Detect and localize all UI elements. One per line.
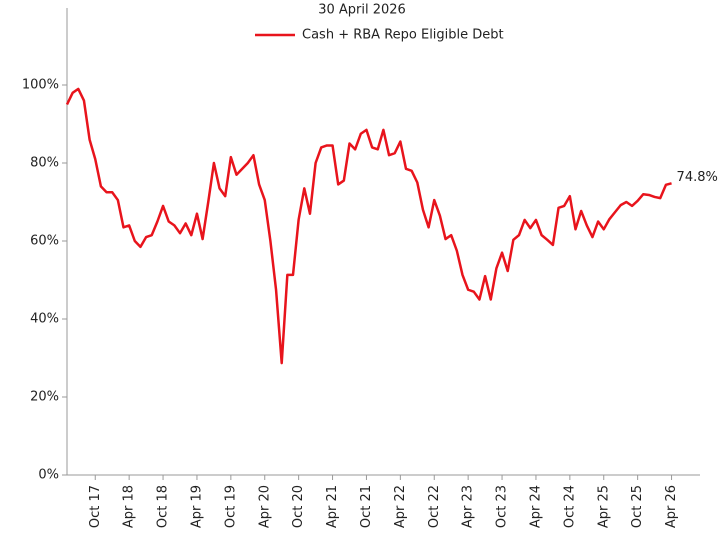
x-tick-label: Oct 19 xyxy=(223,485,238,528)
x-tick-label: Apr 21 xyxy=(325,485,340,528)
legend-label: Cash + RBA Repo Eligible Debt xyxy=(302,28,504,43)
x-tick-label: Oct 18 xyxy=(156,485,171,528)
x-tick-label: Oct 25 xyxy=(630,485,645,528)
y-tick-label: 40% xyxy=(30,312,59,327)
y-tick-label: 80% xyxy=(30,156,59,171)
x-tick-label: Oct 24 xyxy=(562,485,577,528)
y-tick-label: 20% xyxy=(30,390,59,405)
x-tick-label: Apr 22 xyxy=(393,485,408,528)
x-tick-label: Oct 23 xyxy=(495,485,510,528)
x-tick-label: Oct 22 xyxy=(427,485,442,528)
x-tick-label: Apr 20 xyxy=(257,485,272,528)
y-tick-label: 0% xyxy=(38,468,59,483)
chart-subtitle: 30 April 2026 xyxy=(318,3,406,18)
x-tick-label: Apr 23 xyxy=(461,485,476,528)
x-tick-label: Apr 26 xyxy=(664,485,679,528)
series-line xyxy=(65,87,672,365)
x-tick-label: Oct 17 xyxy=(88,485,103,528)
x-tick-label: Apr 19 xyxy=(189,485,204,528)
x-tick-label: Apr 24 xyxy=(528,485,543,528)
data-label: 74.8% xyxy=(677,170,718,185)
x-tick-label: Oct 21 xyxy=(359,485,374,528)
y-tick-label: 60% xyxy=(30,234,59,249)
x-tick-label: Oct 20 xyxy=(291,485,306,528)
y-tick-label: 100% xyxy=(22,78,59,93)
x-tick-label: Apr 25 xyxy=(596,485,611,528)
x-tick-label: Apr 18 xyxy=(122,485,137,528)
